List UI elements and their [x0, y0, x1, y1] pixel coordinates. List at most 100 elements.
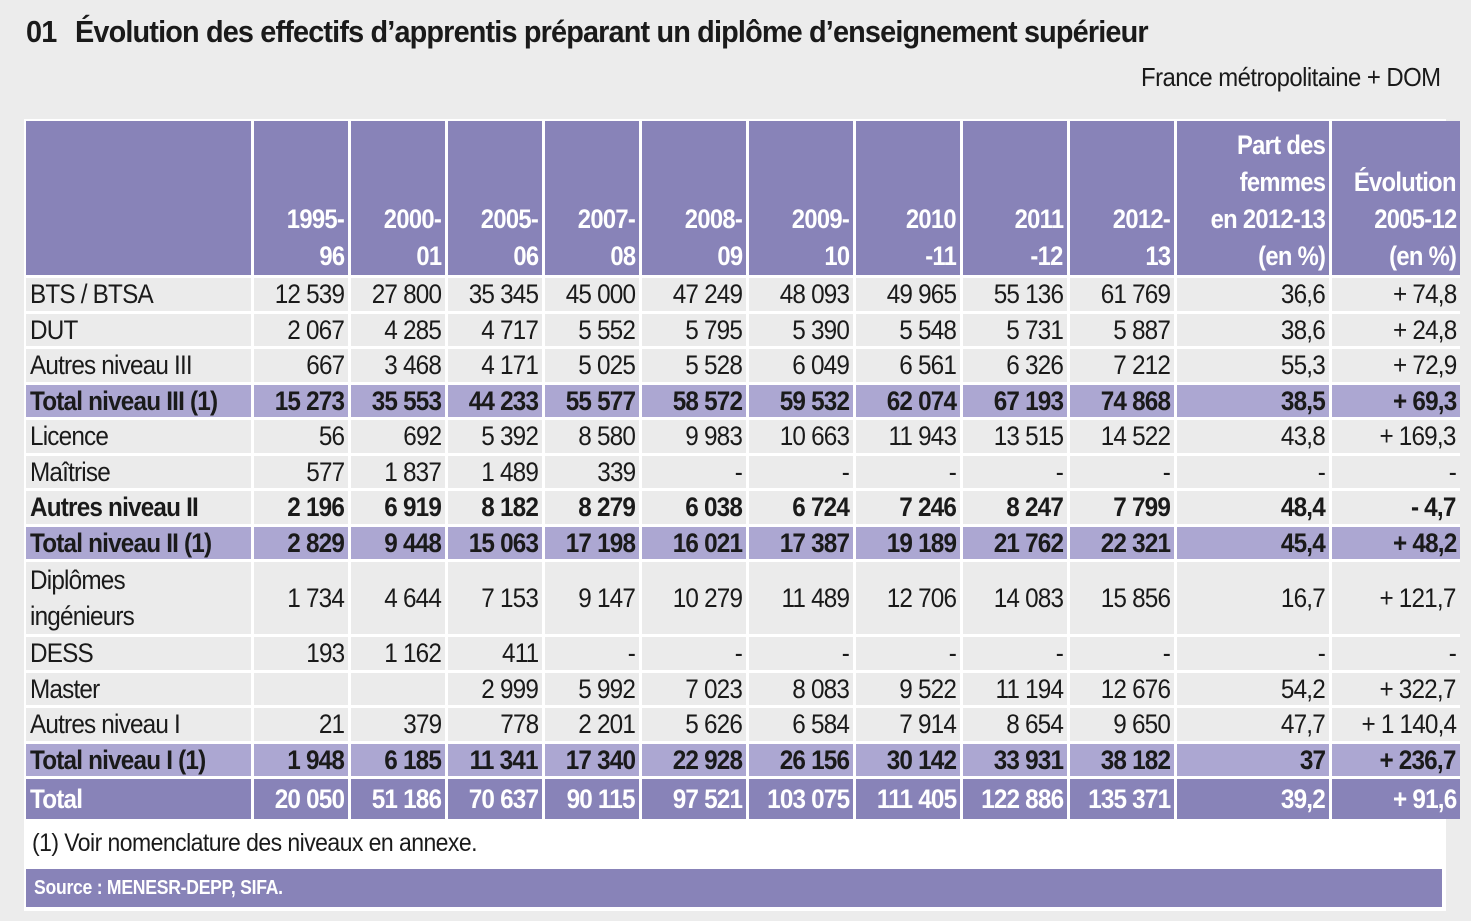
header-cell: 2000- 01	[351, 121, 445, 278]
table-cell: 35 553	[351, 384, 445, 420]
header-text: 96	[318, 241, 345, 271]
cell-value: 2 999	[481, 673, 539, 704]
table-cell: 54,2	[1177, 672, 1329, 708]
header-cell: 2007- 08	[545, 121, 639, 278]
cell-value: 97 521	[672, 784, 743, 814]
cell-value: 47 249	[672, 279, 743, 310]
table-row: BTS / BTSA 12 539 27 800 35 345 45 000 47 249…	[26, 278, 1460, 314]
header-text	[1057, 127, 1063, 164]
table-cell: 5 548	[856, 313, 960, 349]
cell-value: + 322,7	[1379, 673, 1457, 704]
cell-value: 6 038	[685, 492, 743, 523]
row-label-text: Total niveau I (1)	[30, 744, 206, 775]
cell-value: 2 201	[578, 709, 636, 740]
cell-value: 22 928	[672, 744, 743, 775]
cell-value: 1 734	[287, 583, 345, 613]
cell-value: + 169,3	[1379, 421, 1457, 452]
cell-value: -	[1448, 456, 1457, 487]
table-cell: -	[1332, 637, 1460, 673]
cell-value: 55,3	[1280, 350, 1326, 381]
table-cell: 38,6	[1177, 313, 1329, 349]
table-cell: 55 136	[963, 278, 1067, 314]
cell-value: 11 943	[888, 421, 956, 452]
cell-value: 3 468	[384, 350, 442, 381]
table-cell: - 4,7	[1332, 491, 1460, 527]
table-cell: 5 025	[545, 349, 639, 385]
table-cell: -	[642, 637, 746, 673]
table-cell: -	[856, 637, 960, 673]
header-text: Évolution	[1354, 167, 1457, 197]
table-cell	[351, 672, 445, 708]
cell-value: 5 552	[578, 314, 636, 345]
cell-value: 193	[305, 638, 345, 669]
table-cell: 17 340	[545, 743, 639, 779]
cell-value: 667	[305, 350, 345, 381]
cell-value: 1 948	[287, 744, 345, 775]
header-text	[629, 164, 635, 201]
cell-value: 122 886	[980, 784, 1064, 814]
table-cell: 8 580	[545, 420, 639, 456]
table-cell: 6 724	[749, 491, 853, 527]
header-text	[435, 164, 441, 201]
data-table: 1995- 96 2000- 01 2005- 06 2007- 08 2008- 09 …	[23, 121, 1463, 819]
table-cell: 8 182	[448, 491, 542, 527]
row-label-text: Licence	[30, 421, 109, 452]
table-cell: 35 345	[448, 278, 542, 314]
row-label: DUT	[26, 313, 251, 349]
header-text: 2005-	[480, 204, 539, 234]
table-cell: -	[642, 455, 746, 491]
cell-value: 48,4	[1280, 492, 1326, 523]
cell-value: 4 171	[481, 350, 539, 381]
table-cell: 30 142	[856, 743, 960, 779]
source-bar: Source : MENESR-DEPP, SIFA.	[26, 869, 1442, 907]
table-cell: 19 189	[856, 526, 960, 562]
table-cell: 67 193	[963, 384, 1067, 420]
table-cell: + 121,7	[1332, 562, 1460, 637]
cell-value: 7 153	[481, 583, 539, 613]
table-cell: 11 341	[448, 743, 542, 779]
cell-value: 6 049	[792, 350, 850, 381]
cell-value: 35 553	[371, 385, 442, 416]
header-text: (en %)	[1257, 241, 1326, 271]
cell-value: 5 795	[685, 314, 743, 345]
cell-value: 38 182	[1100, 744, 1171, 775]
cell-value: 21 762	[993, 527, 1064, 558]
cell-value: 43,8	[1280, 421, 1326, 452]
cell-value: 49 965	[886, 279, 957, 310]
cell-value: -	[841, 456, 850, 487]
header-text: 2011	[1014, 204, 1063, 234]
table-cell: 4 285	[351, 313, 445, 349]
table-cell: + 91,6	[1332, 779, 1460, 819]
cell-value: 4 717	[481, 314, 539, 345]
row-label: BTS / BTSA	[26, 278, 251, 314]
cell-value: 9 650	[1113, 709, 1171, 740]
table-cell: 193	[254, 637, 348, 673]
header-text: 2009-	[791, 204, 850, 234]
table-cell: 36,6	[1177, 278, 1329, 314]
cell-value: 44 233	[468, 385, 539, 416]
cell-value: 21	[318, 709, 345, 740]
table-cell: 15 273	[254, 384, 348, 420]
table-cell: 45,4	[1177, 526, 1329, 562]
table-cell: 111 405	[856, 779, 960, 819]
table-cell: + 72,9	[1332, 349, 1460, 385]
table-cell: 43,8	[1177, 420, 1329, 456]
table-cell: 9 983	[642, 420, 746, 456]
row-label-text: Total niveau III (1)	[30, 385, 218, 416]
header-text	[532, 127, 538, 164]
header-text	[843, 164, 849, 201]
table-cell: -	[1070, 637, 1174, 673]
cell-value: 103 075	[766, 784, 850, 814]
header-text	[241, 127, 247, 164]
table-cell: 37	[1177, 743, 1329, 779]
header-text	[338, 127, 344, 164]
table-cell: 15 856	[1070, 562, 1174, 637]
cell-value: 35 345	[468, 279, 539, 310]
cell-value: 56	[318, 421, 345, 452]
table-cell: + 322,7	[1332, 672, 1460, 708]
cell-value: 59 532	[779, 385, 850, 416]
table-cell: 61 769	[1070, 278, 1174, 314]
table-cell: 21	[254, 708, 348, 744]
header-text	[435, 127, 441, 164]
cell-value: 8 182	[481, 492, 539, 523]
